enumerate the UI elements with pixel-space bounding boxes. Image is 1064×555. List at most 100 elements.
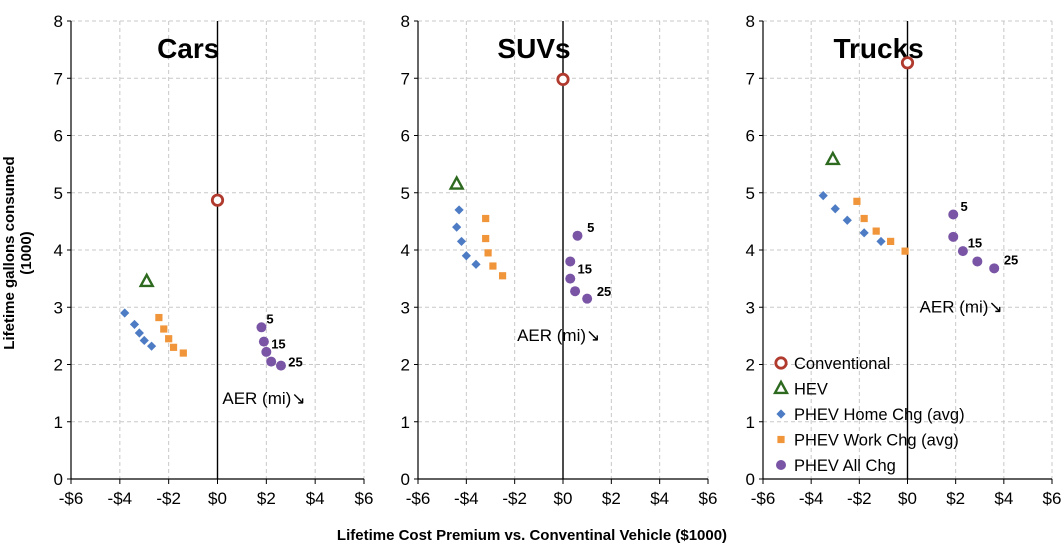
data-point-phev-home (842, 215, 852, 225)
data-point-conventional (556, 72, 570, 86)
data-point-hev (448, 175, 465, 190)
aer-annotation: AER (mi)↘ (920, 297, 1003, 316)
y-tick-label: 3 (401, 298, 410, 317)
x-axis-label: Lifetime Cost Premium vs. Conventinal Ve… (336, 527, 728, 544)
data-point-phev-home (129, 319, 140, 330)
data-point-phev-work (179, 349, 187, 357)
data-point-phev-all (258, 336, 269, 347)
data-point-hev (824, 150, 841, 166)
y-tick-label: 5 (401, 184, 410, 203)
y-tick-label: 2 (401, 356, 410, 375)
legend-label: Conventional (794, 355, 890, 373)
data-point-phev-work (498, 272, 507, 280)
aer-value-label: 15 (271, 336, 285, 351)
data-point-phev-all (565, 256, 576, 267)
y-tick-label: 8 (54, 12, 63, 31)
legend-marker-conventional (774, 356, 788, 370)
x-tick-label: $4 (994, 489, 1013, 508)
x-tick-label: $6 (355, 489, 374, 508)
y-tick-label: 1 (401, 413, 410, 432)
aer-value-label: 5 (587, 220, 594, 235)
data-point-phev-work (165, 335, 173, 343)
data-point-phev-home (830, 204, 840, 214)
data-point-conventional (210, 193, 225, 207)
data-point-phev-work (482, 214, 490, 223)
x-tick-label: $4 (650, 489, 669, 508)
data-point-phev-all (957, 246, 968, 257)
panel-title: SUVs (497, 33, 570, 64)
data-point-phev-home (146, 341, 157, 351)
aer-value-label: 25 (288, 355, 302, 370)
x-tick-label: $0 (898, 489, 917, 508)
data-point-phev-home (139, 335, 149, 346)
x-tick-label: -$6 (406, 489, 431, 508)
legend-marker-hev (772, 379, 790, 395)
data-point-phev-all (565, 273, 576, 284)
x-tick-label: -$6 (751, 489, 776, 508)
y-tick-label: 4 (401, 241, 410, 260)
legend-marker-phev-all (776, 460, 786, 470)
x-tick-label: -$2 (156, 489, 181, 508)
data-point-phev-work (887, 237, 895, 246)
data-point-phev-work (853, 197, 861, 205)
data-point-phev-work (901, 247, 909, 255)
y-tick-label: 8 (401, 12, 410, 31)
data-point-phev-home (461, 251, 471, 261)
y-tick-label: 7 (746, 69, 755, 88)
data-point-phev-all (261, 346, 272, 357)
y-tick-label: 5 (54, 184, 63, 203)
legend-label: PHEV All Chg (794, 457, 896, 475)
y-tick-label: 6 (401, 127, 410, 146)
data-point-phev-home (818, 191, 828, 201)
x-tick-label: $6 (699, 489, 718, 508)
x-tick-label: $0 (208, 489, 227, 508)
aer-value-label: 25 (1004, 253, 1018, 268)
y-tick-label: 4 (746, 241, 755, 260)
y-tick-label: 2 (746, 356, 755, 375)
legend-label: HEV (794, 381, 828, 399)
y-tick-label: 1 (746, 413, 755, 432)
y-tick-label: 6 (54, 127, 63, 146)
data-point-phev-home (859, 228, 869, 238)
y-tick-label: 5 (746, 184, 755, 203)
x-tick-label: -$4 (454, 489, 479, 508)
x-tick-label: $6 (1043, 489, 1062, 508)
data-point-phev-work (160, 325, 168, 333)
legend-marker-phev-work (777, 435, 785, 444)
data-point-phev-all (582, 293, 593, 304)
panel-title: Cars (157, 33, 219, 64)
y-tick-label: 2 (54, 356, 63, 375)
data-point-phev-home (452, 222, 462, 232)
aer-annotation: AER (mi)↘ (517, 326, 600, 345)
aer-value-label: 15 (578, 261, 592, 276)
x-tick-label: $2 (946, 489, 965, 508)
y-tick-label: 3 (746, 298, 755, 317)
data-point-phev-home (454, 205, 464, 215)
y-axis-label: Lifetime gallons consumed (1000) (1, 156, 35, 350)
x-tick-label: $2 (602, 489, 621, 508)
y-tick-label: 7 (401, 69, 410, 88)
aer-value-label: 25 (597, 284, 611, 299)
x-tick-label: -$2 (502, 489, 527, 508)
data-point-phev-all (256, 322, 267, 333)
data-point-phev-all (948, 209, 959, 220)
data-point-phev-work (169, 343, 178, 351)
y-tick-label: 0 (401, 470, 410, 489)
x-tick-label: -$2 (847, 489, 872, 508)
x-tick-label: -$4 (799, 489, 824, 508)
legend-marker-phev-home (776, 409, 786, 419)
data-point-phev-work (155, 313, 163, 322)
y-tick-label: 6 (746, 127, 755, 146)
data-point-phev-all (572, 230, 583, 241)
y-tick-label: 1 (54, 413, 63, 432)
data-point-conventional (900, 56, 915, 70)
y-tick-label: 8 (746, 12, 755, 31)
aer-value-label: 5 (266, 312, 273, 327)
data-point-phev-home (120, 308, 130, 318)
legend-label: PHEV Home Chg (avg) (794, 406, 965, 424)
legend-label: PHEV Work Chg (avg) (794, 432, 959, 450)
data-point-phev-all (948, 231, 959, 242)
